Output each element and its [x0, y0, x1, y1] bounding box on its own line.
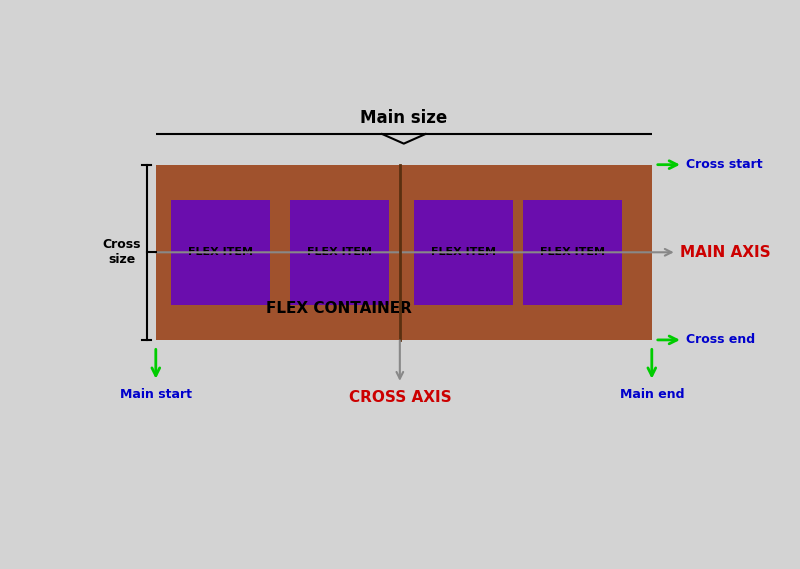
Text: Main end: Main end [619, 388, 684, 401]
Text: Cross end: Cross end [686, 333, 755, 347]
Text: FLEX ITEM: FLEX ITEM [540, 248, 605, 257]
Bar [523, 200, 622, 305]
Text: Cross
size: Cross size [102, 238, 141, 266]
Bar [170, 200, 270, 305]
Bar [290, 200, 389, 305]
Text: Main size: Main size [360, 109, 447, 127]
Text: CROSS AXIS: CROSS AXIS [349, 390, 451, 405]
Text: MAIN AXIS: MAIN AXIS [680, 245, 770, 260]
Text: FLEX CONTAINER: FLEX CONTAINER [266, 301, 412, 316]
Text: Main start: Main start [120, 388, 192, 401]
Text: FLEX ITEM: FLEX ITEM [188, 248, 253, 257]
Bar [414, 200, 513, 305]
Text: Cross start: Cross start [686, 158, 762, 171]
Text: FLEX ITEM: FLEX ITEM [307, 248, 372, 257]
Text: FLEX ITEM: FLEX ITEM [431, 248, 496, 257]
Bar [156, 164, 652, 340]
